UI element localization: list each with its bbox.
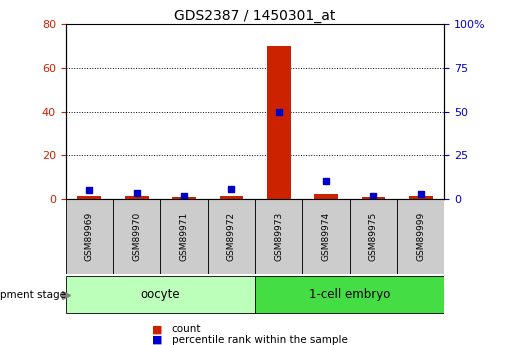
Text: GSM89970: GSM89970 (132, 212, 141, 261)
Bar (302, 199, 349, 274)
Bar (397, 199, 444, 274)
Bar (362, 197, 385, 199)
Bar (125, 196, 148, 199)
Title: GDS2387 / 1450301_at: GDS2387 / 1450301_at (174, 9, 336, 23)
Text: GSM89974: GSM89974 (322, 212, 331, 261)
Text: oocyte: oocyte (140, 288, 180, 301)
Text: percentile rank within the sample: percentile rank within the sample (172, 335, 347, 345)
Text: ■: ■ (152, 335, 162, 345)
Bar (208, 199, 255, 274)
Text: GSM89999: GSM89999 (416, 212, 425, 261)
Text: GSM89971: GSM89971 (179, 212, 188, 261)
Bar (77, 196, 101, 199)
Bar (255, 199, 302, 274)
Bar (113, 199, 161, 274)
Bar (267, 46, 290, 199)
Bar (66, 199, 113, 274)
Text: GSM89973: GSM89973 (274, 212, 283, 261)
Bar (161, 199, 208, 274)
Text: development stage: development stage (0, 290, 66, 300)
Text: 1-cell embryo: 1-cell embryo (309, 288, 390, 301)
Bar (349, 199, 397, 274)
Bar (66, 276, 255, 313)
Bar (314, 195, 338, 199)
Text: GSM89969: GSM89969 (85, 212, 94, 261)
Bar (220, 196, 243, 199)
Bar (172, 197, 196, 199)
Text: ■: ■ (152, 325, 162, 334)
Text: GSM89975: GSM89975 (369, 212, 378, 261)
Text: count: count (172, 325, 201, 334)
Bar (409, 196, 433, 199)
Bar (255, 276, 444, 313)
Text: GSM89972: GSM89972 (227, 212, 236, 261)
